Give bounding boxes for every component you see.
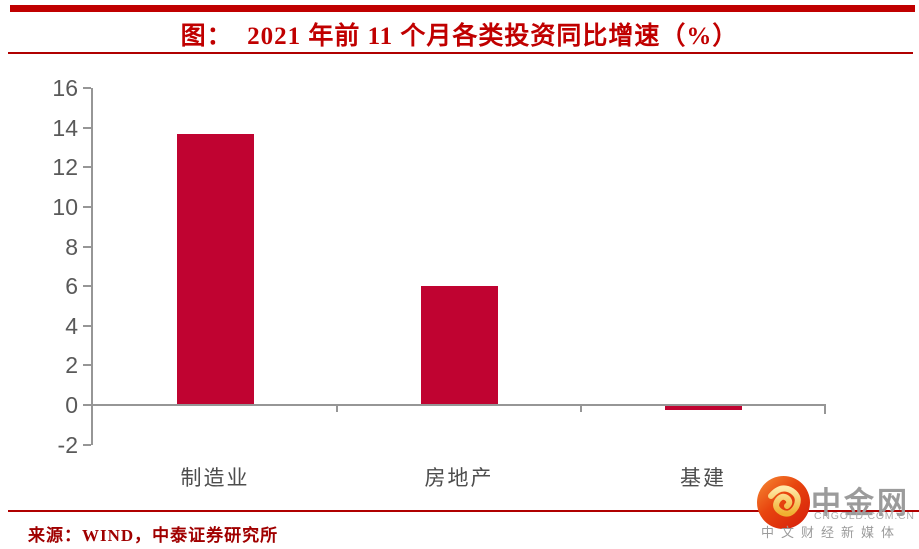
bar-2	[421, 286, 498, 404]
category-label-1: 制造业	[180, 466, 250, 490]
bar-3	[665, 406, 742, 410]
axis-end-tick	[824, 404, 826, 414]
y-axis-label: 10	[52, 194, 78, 220]
cngold-logo-tagline: 中文财经新媒体	[761, 525, 902, 540]
footer-divider	[8, 510, 919, 512]
source-note: 来源：WIND，中泰证券研究所	[28, 526, 279, 545]
y-axis-label: 16	[52, 75, 78, 101]
y-axis-tick	[83, 206, 91, 208]
top-accent-bar	[10, 5, 915, 12]
y-axis-tick	[83, 325, 91, 327]
category-boundary-tick	[580, 406, 582, 412]
y-axis-label: 14	[52, 115, 78, 141]
y-axis-tick	[83, 87, 91, 89]
x-axis-line	[92, 404, 825, 406]
y-axis-label: 8	[65, 234, 78, 260]
cngold-logo-name: 中金网	[811, 487, 910, 520]
cngold-logo: 中金网 CNGOLD.COM.CN 中文财经新媒体	[755, 474, 915, 540]
title-divider	[8, 52, 913, 54]
y-axis-tick	[83, 404, 91, 406]
y-axis-tick	[83, 285, 91, 287]
y-axis-tick	[83, 364, 91, 366]
y-axis-label: 12	[52, 154, 78, 180]
cngold-logo-icon	[757, 476, 810, 529]
y-axis-label: 4	[65, 313, 78, 339]
y-axis-tick	[83, 127, 91, 129]
category-label-3: 基建	[680, 466, 726, 490]
y-axis-label: 6	[65, 273, 78, 299]
chart-title: 图： 2021 年前 11 个月各类投资同比增速（%）	[180, 23, 739, 50]
y-axis-label: 0	[65, 392, 78, 418]
y-axis-label: 2	[65, 352, 78, 378]
y-axis-line	[91, 88, 93, 445]
bar-1	[177, 134, 254, 404]
category-boundary-tick	[336, 406, 338, 412]
category-label-2: 房地产	[424, 466, 494, 490]
y-axis-label: -2	[57, 432, 78, 458]
y-axis-tick	[83, 166, 91, 168]
cngold-logo-domain: CNGOLD.COM.CN	[814, 510, 915, 522]
y-axis-tick	[83, 444, 91, 446]
y-axis-tick	[83, 246, 91, 248]
